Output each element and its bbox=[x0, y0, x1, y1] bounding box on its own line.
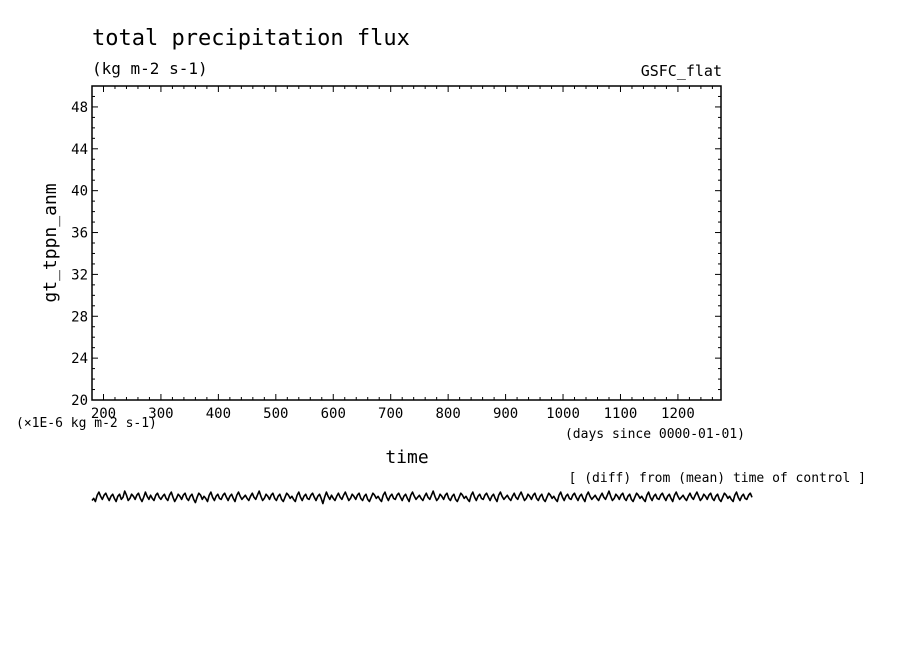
y-tick-label: 44 bbox=[71, 142, 88, 158]
x-tick-label: 800 bbox=[435, 406, 460, 422]
plot-frame bbox=[91, 85, 722, 401]
y-tick-label: 20 bbox=[71, 393, 88, 409]
x-axis-label: time bbox=[385, 447, 428, 468]
y-axis: 20 24 28 32 36 40 44 48 bbox=[71, 85, 721, 409]
y-axis-label: gt_tppn_anm bbox=[40, 183, 61, 302]
chart-title: total precipitation flux bbox=[92, 26, 410, 51]
chart-units: (kg m-2 s-1) bbox=[92, 59, 208, 78]
x-tick-label: 1000 bbox=[546, 406, 580, 422]
x-tick-label: 700 bbox=[378, 406, 403, 422]
experiment-label: GSFC_flat bbox=[641, 62, 722, 80]
y-tick-label: 40 bbox=[71, 184, 88, 200]
x-axis: 200 300 400 500 600 700 800 900 1000 1100 1200 bbox=[91, 86, 713, 422]
x-tick-label: 300 bbox=[148, 406, 173, 422]
y-tick-label: 32 bbox=[71, 267, 88, 283]
series-line bbox=[91, 490, 753, 505]
x-units-label: (days since 0000-01-01) bbox=[565, 427, 745, 442]
y-tick-label: 24 bbox=[71, 351, 88, 367]
diff-note: [ (diff) from (mean) time of control ] bbox=[569, 471, 866, 486]
y-scale-label: (×1E-6 kg m-2 s-1) bbox=[16, 416, 157, 431]
x-tick-label: 500 bbox=[263, 406, 288, 422]
y-tick-label: 48 bbox=[71, 100, 88, 116]
y-tick-label: 36 bbox=[71, 226, 88, 242]
x-tick-label: 400 bbox=[206, 406, 231, 422]
x-tick-label: 900 bbox=[493, 406, 518, 422]
x-tick-label: 600 bbox=[321, 406, 346, 422]
x-tick-label: 1200 bbox=[661, 406, 695, 422]
x-tick-label: 1100 bbox=[604, 406, 638, 422]
y-tick-label: 28 bbox=[71, 309, 88, 325]
x-tick-label: 200 bbox=[91, 406, 116, 422]
